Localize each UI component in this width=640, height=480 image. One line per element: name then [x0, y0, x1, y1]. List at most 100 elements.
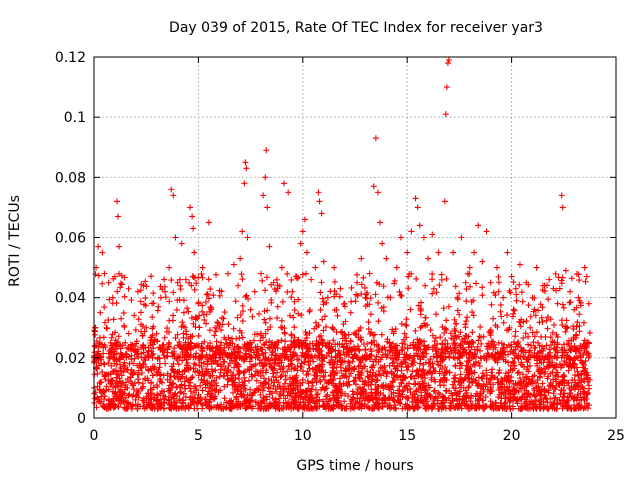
point-marker	[224, 376, 231, 383]
point-marker	[100, 360, 107, 367]
data-point	[451, 355, 458, 362]
point-marker	[341, 390, 348, 397]
point-marker	[520, 335, 527, 342]
point-marker	[241, 385, 248, 392]
data-point	[154, 392, 161, 399]
point-marker	[205, 388, 212, 395]
point-marker	[451, 316, 458, 323]
data-point	[520, 378, 527, 385]
data-point	[426, 384, 433, 391]
data-point	[306, 365, 313, 372]
point-marker	[322, 369, 329, 376]
data-point	[225, 321, 232, 328]
data-point	[179, 399, 186, 406]
point-marker	[250, 337, 257, 344]
data-point	[245, 377, 252, 384]
data-point	[203, 311, 210, 318]
data-point	[576, 328, 583, 335]
point-marker	[362, 346, 369, 353]
point-marker	[586, 329, 593, 336]
point-marker	[242, 386, 249, 393]
point-marker	[539, 380, 546, 387]
point-marker	[421, 387, 428, 394]
data-point	[451, 316, 458, 323]
data-point	[550, 322, 557, 329]
data-point	[539, 380, 546, 387]
point-marker	[210, 404, 217, 411]
point-marker	[261, 316, 268, 323]
data-point	[276, 399, 283, 406]
point-marker	[284, 368, 291, 375]
point-marker	[550, 322, 557, 329]
point-marker	[162, 360, 169, 367]
data-point	[224, 376, 231, 383]
data-point	[272, 344, 279, 351]
data-point	[215, 360, 222, 367]
point-marker	[442, 337, 449, 344]
data-point	[544, 399, 551, 406]
point-marker	[160, 341, 167, 348]
point-marker	[154, 391, 161, 398]
data-point	[135, 379, 142, 386]
data-point	[430, 364, 437, 371]
data-point	[100, 360, 107, 367]
point-marker	[408, 360, 415, 367]
data-point	[242, 378, 249, 385]
point-marker	[480, 373, 487, 380]
point-marker	[139, 380, 146, 387]
point-marker	[466, 383, 473, 390]
data-point	[525, 341, 532, 348]
point-marker	[223, 399, 230, 406]
point-marker	[314, 391, 321, 398]
point-marker	[241, 374, 248, 381]
data-point	[441, 329, 448, 336]
data-point	[249, 313, 256, 320]
point-marker	[306, 365, 313, 372]
data-point	[586, 329, 593, 336]
data-point	[321, 377, 328, 384]
data-point	[250, 337, 257, 344]
data-point	[456, 311, 463, 318]
point-marker	[471, 369, 478, 376]
point-marker	[282, 338, 289, 345]
point-marker	[327, 397, 334, 404]
data-point	[223, 399, 230, 406]
data-point	[176, 396, 183, 403]
data-point	[93, 404, 100, 411]
point-marker	[397, 373, 404, 380]
data-point	[216, 373, 223, 380]
point-marker	[457, 371, 464, 378]
data-point	[243, 397, 250, 404]
data-point	[160, 341, 167, 348]
data-point	[372, 373, 379, 380]
data-point	[466, 383, 473, 390]
point-marker	[564, 380, 571, 387]
data-point	[362, 346, 369, 353]
point-marker	[525, 341, 532, 348]
point-marker	[432, 347, 439, 354]
data-point	[266, 338, 273, 345]
point-marker	[176, 396, 183, 403]
data-point	[274, 314, 281, 321]
point-marker	[500, 319, 507, 326]
point-marker	[356, 398, 363, 405]
data-point	[416, 360, 423, 367]
data-point	[480, 373, 487, 380]
data-point	[530, 391, 537, 398]
data-point	[331, 360, 338, 367]
data-point	[314, 391, 321, 398]
point-marker	[202, 402, 209, 409]
point-marker	[206, 327, 213, 334]
point-marker	[93, 404, 100, 411]
point-marker	[175, 361, 182, 368]
point-marker	[543, 317, 550, 324]
data-point	[355, 343, 362, 350]
data-point	[469, 309, 476, 316]
data-point	[551, 395, 558, 402]
data-point	[221, 383, 228, 390]
point-marker	[338, 392, 345, 399]
point-marker	[274, 314, 281, 321]
point-marker	[177, 389, 184, 396]
point-marker	[126, 391, 133, 398]
